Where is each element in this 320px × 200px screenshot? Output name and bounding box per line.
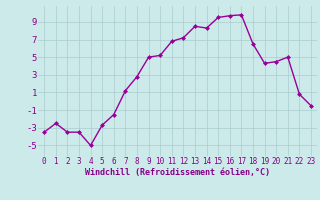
X-axis label: Windchill (Refroidissement éolien,°C): Windchill (Refroidissement éolien,°C) — [85, 168, 270, 177]
